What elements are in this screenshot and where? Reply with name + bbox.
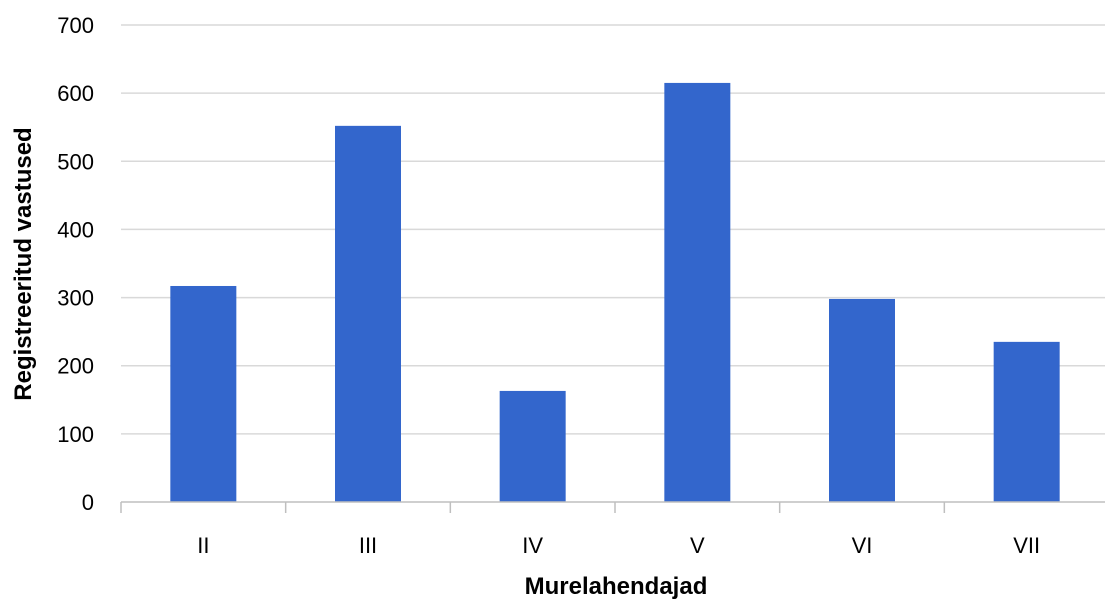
- gridlines: [121, 24, 1105, 435]
- bar-v: [664, 82, 731, 503]
- x-tick-label: III: [359, 533, 377, 558]
- x-tick-label: II: [197, 533, 209, 558]
- x-tick-label: V: [690, 533, 705, 558]
- bar-vi: [829, 298, 895, 502]
- x-axis: [120, 501, 1105, 513]
- y-axis-title: Registreeritud vastused: [10, 127, 37, 400]
- y-tick-label: 400: [57, 217, 94, 242]
- bar-iv: [499, 390, 566, 502]
- bars: [170, 82, 1060, 503]
- x-tick-label: IV: [522, 533, 543, 558]
- bar-vii: [993, 341, 1060, 502]
- bar-ii: [170, 285, 237, 502]
- y-tick-label: 300: [57, 286, 94, 311]
- bar-iii: [335, 125, 401, 502]
- x-tick-labels: II III IV V VI VII: [197, 533, 1040, 558]
- y-tick-label: 500: [57, 149, 94, 174]
- x-axis-title: Murelahendajad: [525, 573, 708, 600]
- y-tick-label: 200: [57, 354, 94, 379]
- y-tick-label: 0: [82, 490, 94, 515]
- y-tick-label: 600: [57, 81, 94, 106]
- x-tick-label: VI: [852, 533, 873, 558]
- y-tick-label: 100: [57, 422, 94, 447]
- y-tick-labels: 0 100 200 300 400 500 600 700: [57, 13, 94, 515]
- y-tick-label: 700: [57, 13, 94, 38]
- x-tick-label: VII: [1013, 533, 1040, 558]
